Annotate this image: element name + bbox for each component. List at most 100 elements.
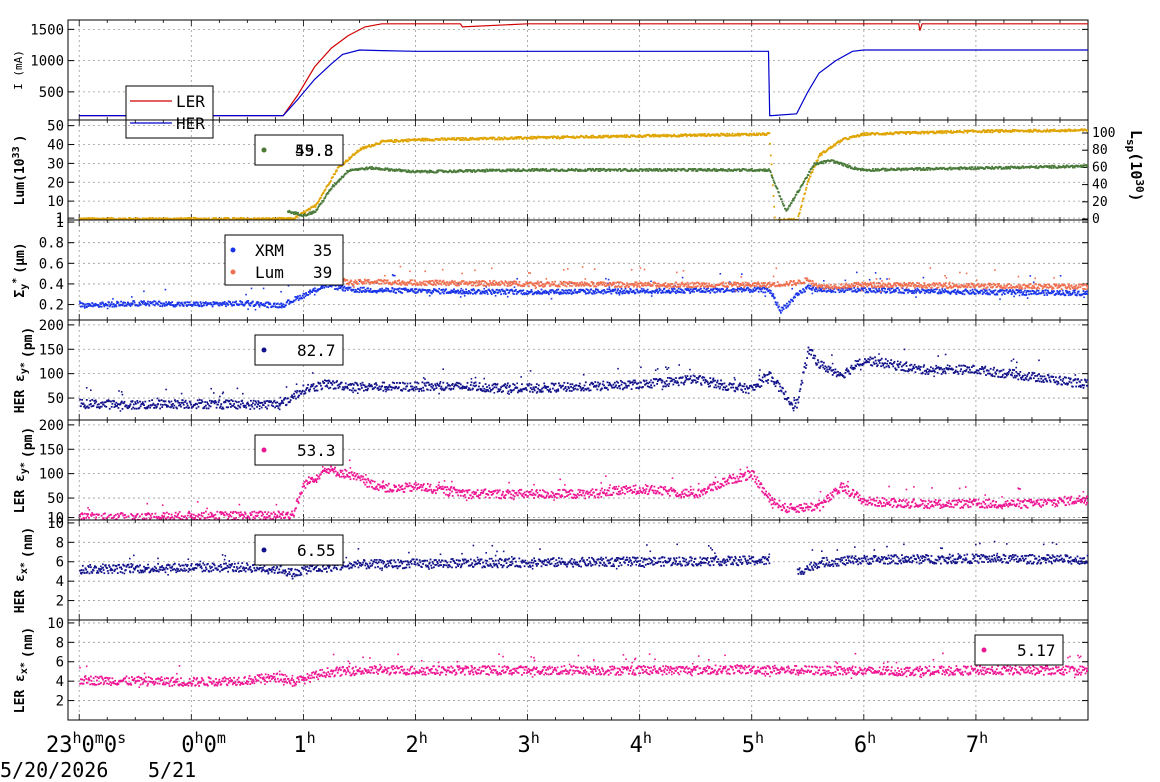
data-point [578, 289, 580, 291]
data-point [346, 289, 349, 291]
data-point [669, 291, 672, 294]
data-point [387, 288, 389, 290]
data-point [813, 288, 816, 291]
data-point [722, 132, 725, 135]
data-point [611, 288, 614, 291]
data-point [87, 305, 90, 307]
data-point [443, 292, 445, 295]
data-point [620, 136, 623, 138]
data-point [747, 289, 750, 292]
data-point [1025, 292, 1028, 294]
data-point [148, 304, 151, 307]
data-point [399, 265, 402, 268]
data-point [503, 284, 506, 287]
data-point [122, 302, 124, 305]
data-point [501, 288, 504, 291]
data-point [219, 302, 221, 304]
data-point [314, 206, 317, 208]
data-point [654, 133, 656, 136]
data-point [672, 290, 675, 293]
data-point [418, 170, 421, 173]
data-point [984, 130, 987, 132]
data-point [294, 213, 297, 215]
data-point [227, 303, 229, 306]
data-point [707, 169, 710, 172]
data-point [429, 171, 432, 173]
data-point [476, 137, 478, 140]
data-point [644, 169, 647, 172]
data-point [804, 188, 807, 191]
data-point [621, 290, 624, 293]
data-point [644, 134, 646, 137]
data-point [281, 218, 284, 220]
data-point [656, 288, 658, 291]
data-point [131, 302, 134, 304]
data-point [974, 288, 977, 291]
data-point [940, 166, 942, 169]
data-point [763, 168, 765, 171]
data-point [450, 138, 453, 141]
data-point [378, 290, 381, 293]
data-point [625, 136, 628, 138]
data-point [459, 296, 462, 298]
data-point [913, 131, 915, 134]
data-point [368, 290, 371, 293]
data-point [354, 290, 357, 293]
data-point [94, 302, 97, 305]
data-point [763, 288, 766, 290]
data-point [608, 168, 611, 171]
data-point [780, 306, 783, 309]
data-point [944, 130, 947, 133]
data-point [704, 291, 707, 294]
data-point [505, 137, 508, 140]
data-point [721, 169, 724, 172]
data-point [1010, 290, 1012, 293]
data-point [133, 301, 136, 304]
data-point [180, 217, 182, 219]
data-point [753, 132, 755, 135]
data-point [303, 293, 306, 295]
data-point [650, 292, 653, 295]
data-point [329, 285, 332, 287]
data-point [1084, 291, 1087, 293]
data-point [609, 289, 612, 292]
data-point [811, 166, 814, 169]
data-point [1026, 130, 1029, 133]
data-point [1059, 275, 1062, 277]
data-point [908, 131, 911, 134]
data-point [354, 279, 357, 282]
data-point [542, 290, 545, 293]
data-point [965, 167, 968, 169]
data-point [521, 290, 523, 292]
data-point [215, 217, 217, 219]
data-point [674, 291, 677, 293]
data-point [964, 168, 967, 170]
data-point [1071, 292, 1074, 294]
data-point [84, 303, 87, 306]
data-point [463, 290, 466, 293]
data-point [536, 291, 539, 294]
data-point [182, 217, 184, 220]
data-point [491, 284, 493, 286]
data-point [276, 217, 279, 219]
data-point [616, 290, 619, 292]
data-point [587, 292, 590, 295]
data-point [1045, 130, 1048, 132]
data-point [1028, 129, 1030, 132]
data-point [525, 292, 527, 295]
data-point [315, 290, 318, 293]
data-point [400, 281, 403, 284]
y2-tick-label: 40 [1092, 178, 1108, 193]
data-point [1023, 294, 1026, 296]
data-point [299, 294, 301, 297]
data-point [822, 162, 825, 165]
data-point [381, 287, 383, 290]
data-point [722, 134, 724, 136]
data-point [206, 304, 208, 306]
data-point [135, 217, 137, 220]
data-point [927, 291, 930, 294]
data-point [221, 301, 224, 304]
data-point [404, 139, 407, 141]
data-point [357, 150, 360, 153]
